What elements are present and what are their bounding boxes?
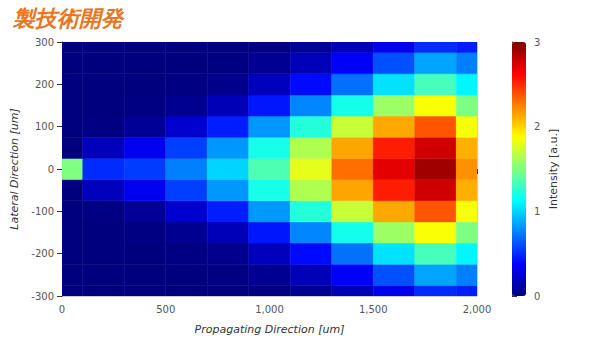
svg-text:Propagating Direction [um]: Propagating Direction [um]: [195, 323, 345, 336]
svg-text:2,000: 2,000: [463, 304, 492, 315]
svg-text:Intensity [a.u.]: Intensity [a.u.]: [547, 129, 560, 210]
svg-text:-200: -200: [31, 248, 54, 259]
svg-text:100: 100: [35, 121, 54, 132]
svg-text:200: 200: [35, 79, 54, 90]
svg-text:500: 500: [156, 304, 175, 315]
svg-text:0: 0: [534, 291, 540, 302]
svg-text:1,500: 1,500: [359, 304, 388, 315]
svg-text:0: 0: [48, 164, 54, 175]
svg-text:0: 0: [59, 304, 65, 315]
svg-text:-100: -100: [31, 206, 54, 217]
svg-text:製技術開発: 製技術開発: [12, 6, 125, 31]
svg-text:2: 2: [534, 121, 540, 132]
svg-text:Lateral Direction [um]: Lateral Direction [um]: [8, 108, 21, 229]
svg-text:3: 3: [534, 37, 540, 48]
svg-text:300: 300: [35, 37, 54, 48]
svg-text:1,000: 1,000: [255, 304, 284, 315]
svg-text:1: 1: [534, 206, 540, 217]
svg-text:-300: -300: [31, 291, 54, 302]
